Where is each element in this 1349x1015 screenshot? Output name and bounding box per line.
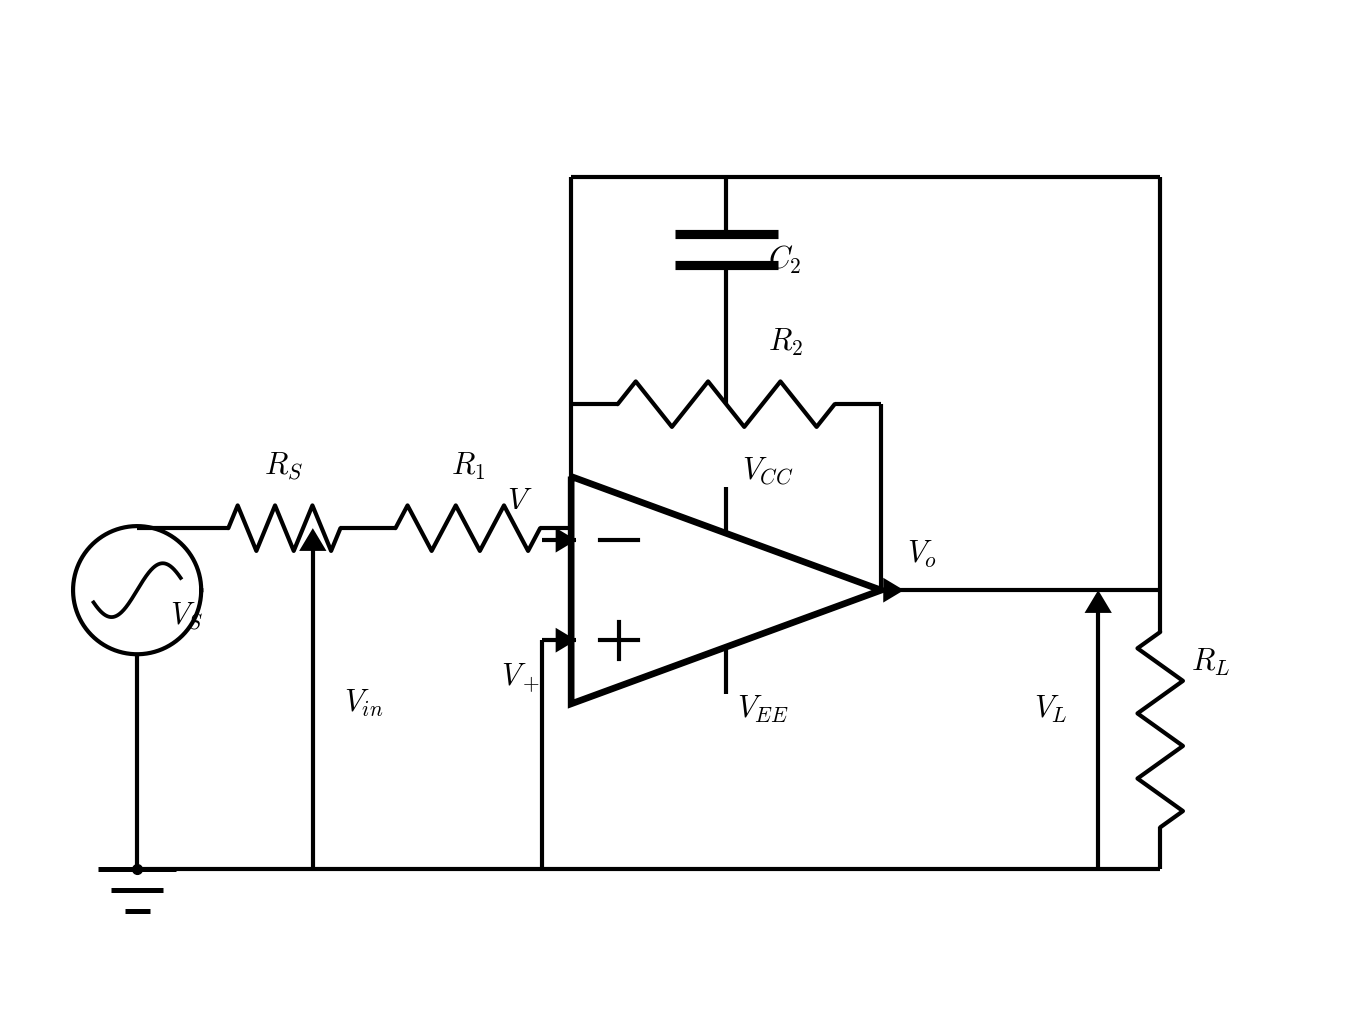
Text: $V_{CC}$: $V_{CC}$	[742, 456, 793, 487]
Text: $V_S$: $V_S$	[170, 600, 204, 631]
Text: $V_{in}$: $V_{in}$	[344, 688, 383, 720]
Text: $V_{EE}$: $V_{EE}$	[737, 693, 788, 725]
Text: $V_-$: $V_-$	[507, 482, 545, 513]
Polygon shape	[556, 528, 576, 552]
Text: $V_+$: $V_+$	[502, 662, 540, 694]
Polygon shape	[884, 578, 904, 603]
Text: $R_L$: $R_L$	[1191, 647, 1230, 678]
Polygon shape	[556, 628, 576, 653]
Text: $V_L$: $V_L$	[1033, 693, 1067, 725]
Text: $R_2$: $R_2$	[768, 327, 803, 357]
Text: $R_1$: $R_1$	[451, 451, 484, 482]
Polygon shape	[1085, 590, 1112, 613]
Text: $V_o$: $V_o$	[907, 538, 938, 569]
Text: $R_S$: $R_S$	[264, 451, 304, 482]
Text: $C_2$: $C_2$	[768, 244, 801, 276]
Polygon shape	[299, 528, 326, 551]
